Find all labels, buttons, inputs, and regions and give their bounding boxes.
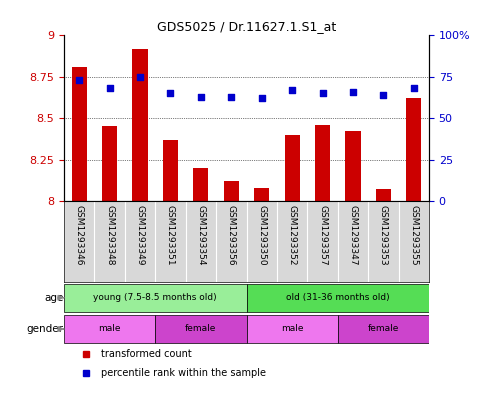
Bar (102, 127, 117, 201)
Text: GSM1293348: GSM1293348 (105, 205, 114, 266)
Point (349, 88, 357, 95)
Text: female: female (368, 325, 399, 334)
Title: GDS5025 / Dr.11627.1.S1_at: GDS5025 / Dr.11627.1.S1_at (157, 20, 336, 33)
Bar (406, 98, 422, 201)
Bar (133, 49, 148, 201)
Text: GSM1293347: GSM1293347 (349, 205, 357, 266)
Bar (64, 315, 155, 343)
Text: age: age (44, 293, 64, 303)
Point (197, 94, 205, 100)
Text: GSM1293352: GSM1293352 (287, 205, 297, 266)
Bar (193, 168, 209, 201)
Text: GSM1293350: GSM1293350 (257, 205, 266, 266)
Text: GSM1293349: GSM1293349 (136, 205, 144, 266)
Text: GSM1293353: GSM1293353 (379, 205, 388, 266)
Bar (71, 67, 87, 201)
Text: transformed count: transformed count (101, 349, 191, 358)
Point (136, 73, 144, 80)
Bar (345, 132, 360, 201)
Bar (338, 315, 429, 343)
Text: male: male (99, 325, 121, 334)
Text: GSM1293355: GSM1293355 (409, 205, 418, 266)
Text: GSM1293354: GSM1293354 (196, 205, 206, 266)
Point (258, 95, 266, 101)
Bar (155, 315, 246, 343)
Text: male: male (281, 325, 303, 334)
Point (288, 87, 296, 93)
Point (167, 90, 175, 97)
Point (380, 92, 387, 98)
Bar (224, 181, 239, 201)
Point (227, 94, 235, 100)
Bar (284, 135, 300, 201)
Point (410, 85, 418, 92)
Bar (315, 125, 330, 201)
Bar (246, 284, 429, 312)
Text: GSM1293357: GSM1293357 (318, 205, 327, 266)
Text: percentile rank within the sample: percentile rank within the sample (101, 368, 266, 378)
Text: female: female (185, 325, 216, 334)
Text: GSM1293356: GSM1293356 (227, 205, 236, 266)
Bar (376, 189, 391, 201)
Point (106, 85, 113, 92)
Bar (246, 315, 338, 343)
Point (75, 77, 83, 83)
Bar (64, 284, 246, 312)
Text: young (7.5-8.5 months old): young (7.5-8.5 months old) (94, 293, 217, 302)
Text: GSM1293351: GSM1293351 (166, 205, 175, 266)
Text: gender: gender (27, 324, 64, 334)
Text: GSM1293346: GSM1293346 (75, 205, 84, 266)
Point (318, 90, 326, 97)
Text: old (31-36 months old): old (31-36 months old) (286, 293, 389, 302)
Bar (163, 140, 178, 201)
Bar (254, 188, 269, 201)
